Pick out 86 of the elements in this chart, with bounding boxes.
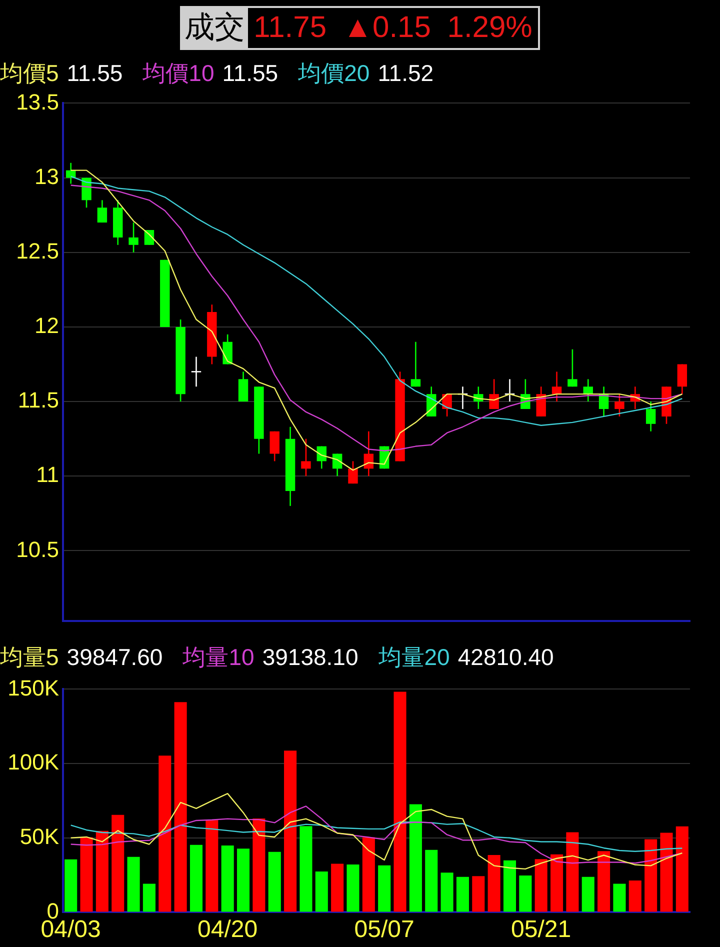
bar xyxy=(221,845,234,912)
bar xyxy=(315,871,328,912)
candlestick xyxy=(222,334,232,365)
text: 39847.60 xyxy=(66,643,163,672)
candlestick xyxy=(270,430,280,462)
y-tick-label: 10.5 xyxy=(16,536,59,562)
candlestick xyxy=(568,348,578,388)
bar xyxy=(236,848,250,912)
bar xyxy=(598,851,610,912)
y-tick-label: 12.5 xyxy=(16,238,59,264)
bar xyxy=(582,876,594,912)
x-tick-label: 04/20 xyxy=(198,916,258,944)
bar xyxy=(566,832,579,912)
candlestick xyxy=(536,386,546,418)
bar xyxy=(331,864,344,912)
bar xyxy=(80,837,93,912)
y-tick-label: 50K xyxy=(20,824,60,849)
y-tick-label: 100K xyxy=(8,750,60,775)
candlestick xyxy=(332,453,342,477)
candlestick xyxy=(552,371,562,402)
bar xyxy=(174,702,187,912)
bar xyxy=(206,820,218,912)
candlestick xyxy=(128,222,138,254)
bar xyxy=(519,875,532,912)
bar xyxy=(456,876,469,912)
y-tick-label: 11 xyxy=(36,462,59,488)
bar xyxy=(503,860,516,912)
bar xyxy=(112,814,124,912)
bar xyxy=(96,830,108,912)
bar xyxy=(346,864,360,912)
bar xyxy=(409,804,422,912)
y-tick-label: 12 xyxy=(34,313,59,338)
chart-title: 成交 xyxy=(182,8,248,48)
text: 均量10 xyxy=(182,643,254,672)
bar xyxy=(284,750,297,912)
y-tick-label: 13 xyxy=(34,164,59,189)
candlestick xyxy=(301,438,311,477)
bar xyxy=(394,692,406,912)
candlestick xyxy=(677,364,688,395)
text: 均量20 xyxy=(378,643,450,672)
bar xyxy=(676,826,688,912)
text: 均量5 xyxy=(0,643,59,672)
bar xyxy=(64,859,78,912)
bar xyxy=(628,880,642,912)
bar xyxy=(378,865,391,912)
bar xyxy=(268,852,281,912)
chart-subtitle: 11.75 ▲0.15 1.29% xyxy=(252,10,534,46)
y-tick-label: 150K xyxy=(8,675,60,700)
x-tick-label: 05/07 xyxy=(354,916,414,944)
candlestick xyxy=(646,400,656,432)
text: 11.55 xyxy=(222,59,278,88)
y-tick-label: 13.5 xyxy=(16,89,59,114)
candlestick xyxy=(583,378,593,402)
bar xyxy=(534,859,548,912)
text: 11.52 xyxy=(378,59,434,88)
x-tick-label: 05/21 xyxy=(511,916,572,944)
candlestick xyxy=(238,371,248,402)
bar xyxy=(472,876,485,912)
text: 均價10 xyxy=(142,59,214,88)
candlestick xyxy=(364,430,374,477)
candlestick xyxy=(489,378,499,410)
bar xyxy=(644,839,658,912)
bar xyxy=(142,884,156,912)
text: 均價5 xyxy=(0,59,59,88)
bar xyxy=(550,854,564,912)
bar xyxy=(300,826,312,912)
bar xyxy=(158,756,172,912)
bar xyxy=(362,837,375,912)
bar xyxy=(425,850,438,912)
bar xyxy=(440,872,454,912)
candlestick xyxy=(614,393,624,418)
bar xyxy=(488,854,500,912)
candlestick xyxy=(410,341,421,388)
text: 11.55 xyxy=(66,59,123,88)
text: 42810.40 xyxy=(458,643,554,672)
bar xyxy=(660,832,673,912)
text: 均價20 xyxy=(298,59,370,88)
y-tick-label: 11.5 xyxy=(18,388,59,413)
bar xyxy=(127,856,140,912)
bar xyxy=(252,818,266,912)
candlestick xyxy=(504,378,516,402)
bar xyxy=(190,844,203,912)
text: 39138.10 xyxy=(262,643,358,672)
candlestick xyxy=(190,356,202,388)
bar xyxy=(613,884,626,912)
candlestick xyxy=(97,200,108,224)
